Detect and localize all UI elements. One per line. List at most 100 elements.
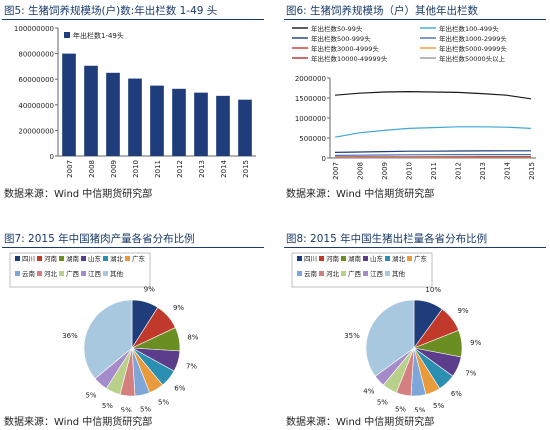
fig8-legend-label: 广西 [348,269,362,278]
fig6-series-line [334,154,531,156]
fig7-legend-swatch [37,271,42,276]
fig7-legend-swatch [81,256,86,261]
fig5-x-tick-label: 2013 [198,160,206,178]
fig7-data-label: 5% [85,392,96,400]
fig7-legend-label: 其他 [110,269,124,278]
fig7-data-label: 7% [186,362,197,370]
fig6-x-tick-label: 2011 [430,162,438,180]
fig7-legend-label: 河北 [44,270,58,278]
fig8-legend-label: 四川 [304,255,317,263]
fig6-y-tick-label: 0 [322,155,326,163]
fig8-legend-label: 湖南 [348,254,362,263]
fig8-legend-label: 江西 [370,270,384,278]
fig5-bar [84,65,98,156]
fig8-legend-swatch [407,256,412,261]
fig7-legend-swatch [103,271,108,276]
fig6-x-tick-label: 2009 [381,162,389,180]
fig8-legend-swatch [297,271,302,276]
fig7-data-label: 5% [121,407,132,412]
fig5-x-tick-label: 2012 [176,160,184,178]
fig6-title-rule [284,18,546,20]
fig5-x-tick-label: 2015 [242,160,250,178]
fig8-legend-swatch [319,256,324,261]
fig7-data-label: 5% [102,402,113,410]
fig5-bar [216,95,230,156]
fig5-header: 图5: 生猪饲养规模场(户)数:年出栏数 1-49 头 [2,2,264,20]
fig8-data-label: 4% [363,387,374,395]
fig6-x-tick-label: 2014 [504,161,512,179]
fig6-series-line [334,150,531,153]
fig8-data-label: 5% [433,402,444,410]
fig6-legend-label: 年出栏数3000-4999头 [311,44,379,53]
fig6-legend-label: 年出栏数5000-9999头 [439,44,507,53]
fig5-y-tick-label: 40000000 [18,102,54,110]
fig8-legend-label: 河北 [326,270,340,278]
fig7-data-label: 5% [140,406,151,413]
fig6-x-tick-label: 2012 [455,162,463,180]
fig7-legend-swatch [125,256,130,261]
fig5-x-tick-label: 2014 [220,159,228,177]
fig6-y-tick-label: 1500000 [295,95,326,103]
fig5-bar [128,78,142,156]
fig7-data-label: 9% [173,304,184,312]
fig8-legend-swatch [385,271,390,276]
fig8-data-label: 9% [457,307,468,315]
fig5-legend-swatch [64,32,70,38]
fig5-chart: 100000000 80000000 60000000 40000000 2000000… [14,25,256,178]
fig5-bar [62,53,76,156]
fig6-series-line [334,90,532,100]
fig5-y-tick-label: 60000000 [18,76,54,84]
fig8-data-label: 5% [414,407,425,412]
fig7-legend-label: 广东 [132,254,146,263]
fig8-legend-swatch [363,271,368,276]
fig8-legend-label: 山东 [370,254,384,263]
fig8-legend-swatch [319,271,324,276]
fig5-panel: 图5: 生猪饲养规模场(户)数:年出栏数 1-49 头 100000000 800… [2,2,264,200]
fig7-legend-swatch [103,256,108,261]
fig5-x-tick-label: 2009 [110,160,118,178]
fig6-series-line [334,126,532,138]
fig6-legend-label: 年出栏数500-999头 [311,34,371,43]
fig6-x-tick-label: 2013 [479,162,487,180]
fig5-x-tick-label: 2011 [154,160,162,178]
fig8-data-label: 7% [465,370,476,378]
fig8-legend-swatch [341,271,346,276]
fig5-source: 数据来源：Wind 中信期货研究部 [4,189,153,200]
fig6-x-tick-label: 2008 [357,162,365,180]
fig7-legend-label: 四川 [22,255,35,263]
fig5-bar [172,88,186,156]
fig7-title-rule [2,246,264,248]
fig7-legend-swatch [59,271,64,276]
fig8-data-label: 5% [395,406,406,413]
fig6-header: 图6: 生猪饲养规模场（户）其他年出栏数 [284,2,546,20]
fig7-data-label: 6% [174,385,185,393]
fig6-x-tick-label: 2010 [406,162,414,180]
fig5-title-rule [2,18,264,20]
fig5-x-tick-label: 2010 [132,160,140,178]
fig8-legend-swatch [297,256,302,261]
fig7-legend-label: 广西 [66,269,80,278]
fig5-x-tick-label: 2008 [88,160,96,178]
fig7-legend-label: 云南 [22,269,36,278]
fig7-legend-swatch [15,256,20,261]
fig6-y-tick-label: 2000000 [295,75,326,83]
fig8-slice [365,299,415,377]
fig8-source: 数据来源：Wind 中信期货研究部 [286,417,435,428]
fig7-legend-swatch [15,271,20,276]
fig6-x-tick-label: 2007 [332,162,340,180]
fig7-legend-label: 山东 [88,254,102,263]
fig5-y-tick-label: 100000000 [14,25,54,33]
fig8-title-rule [284,246,546,248]
fig5-title: 图5: 生猪饲养规模场(户)数:年出栏数 1-49 头 [4,5,218,17]
fig5-legend-label: 年出栏数1-49头 [73,31,124,40]
fig8-data-label: 10% [425,286,441,294]
fig7-data-label: 8% [187,333,198,341]
fig6-source: 数据来源：Wind 中信期货研究部 [286,189,435,200]
fig8-legend-label: 湖北 [392,254,406,263]
fig7-legend-swatch [81,271,86,276]
fig8-legend-swatch [385,256,390,261]
fig8-legend-label: 其他 [392,269,406,278]
fig7-source: 数据来源：Wind 中信期货研究部 [4,417,153,428]
fig8-legend-label: 云南 [304,269,318,278]
